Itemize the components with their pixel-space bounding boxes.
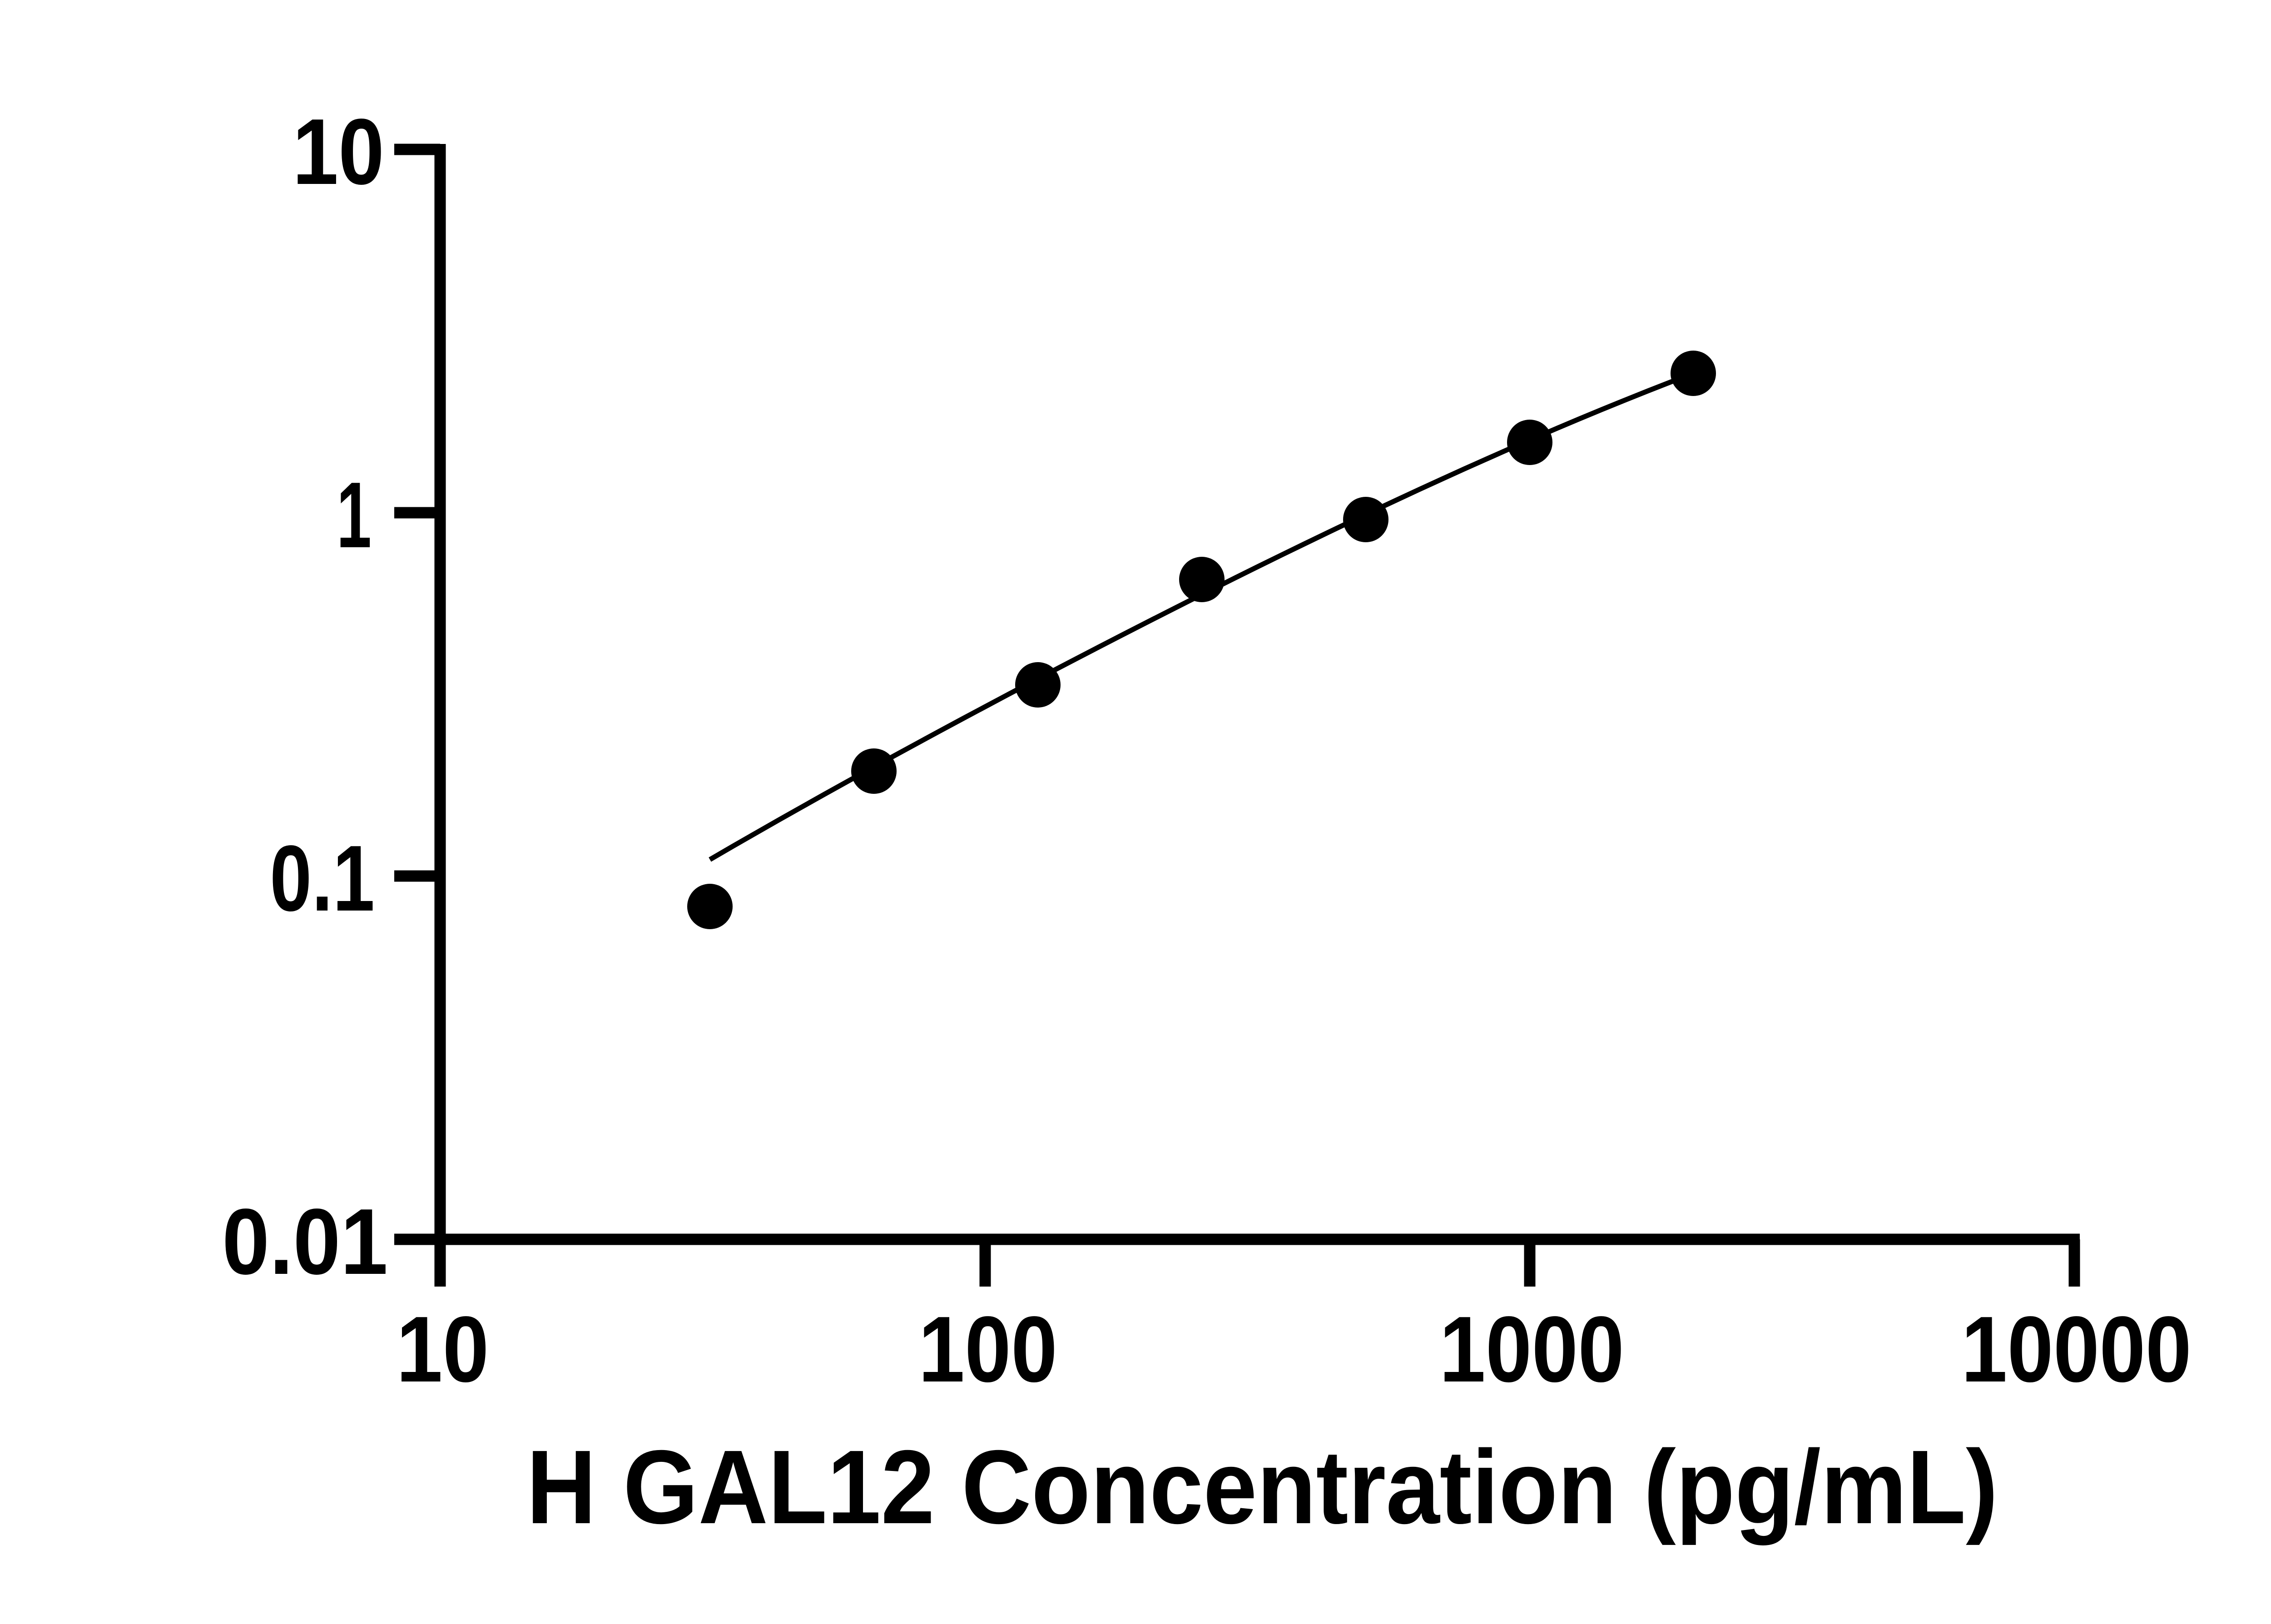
svg-text:10: 10 [293, 99, 384, 204]
svg-text:1: 1 [337, 463, 372, 567]
svg-text:10: 10 [397, 1297, 489, 1401]
svg-text:10000: 10000 [1961, 1297, 2192, 1401]
svg-text:0.1: 0.1 [270, 826, 375, 931]
svg-text:0.01: 0.01 [222, 1189, 388, 1294]
svg-text:1000: 1000 [1439, 1297, 1624, 1401]
svg-text:100: 100 [918, 1297, 1057, 1401]
svg-text:H GAL12 Concentration (pg/mL): H GAL12 Concentration (pg/mL) [526, 1428, 1998, 1545]
